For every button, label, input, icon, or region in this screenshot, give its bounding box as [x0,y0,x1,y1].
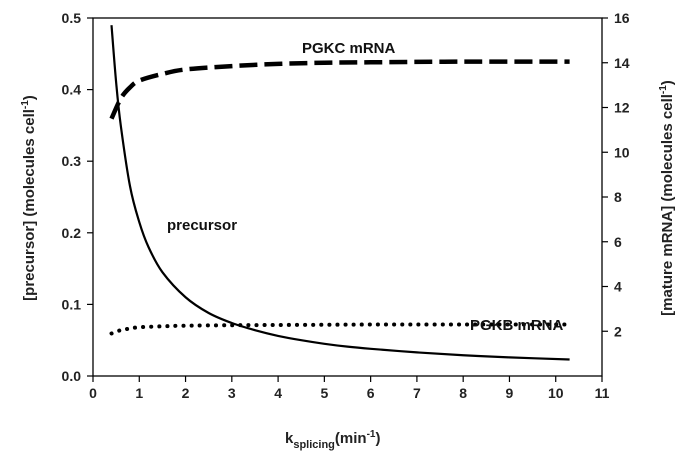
x-axis-title-unit: (min [335,430,367,447]
right-y-tick-label: 12 [614,100,630,116]
series-line-precursor [110,25,570,361]
annotation-precursor: precursor [167,217,237,234]
x-tick-label: 7 [413,385,421,401]
right-y-tick-label: 8 [614,189,622,205]
left-y-axis-title-main: [precursor] (molecules cell [21,109,38,301]
right-y-axis-title-superscript: -1 [658,85,669,94]
left-y-tick-label: 0.4 [62,82,82,98]
x-tick-label: 9 [506,385,514,401]
x-tick-label: 1 [135,385,143,401]
left-y-tick-label: 0.2 [62,225,82,241]
series-line-pgkb-mrna [109,322,572,336]
x-axis-ticks: 0 1 2 3 4 5 6 7 8 9 10 11 [89,376,610,401]
left-y-tick-label: 0.0 [62,368,82,384]
x-tick-label: 2 [182,385,190,401]
left-y-axis-title: [precursor] (molecules cell-1) [20,95,38,301]
right-y-tick-label: 14 [614,55,630,71]
x-axis-title-main: k [285,430,294,447]
x-axis-title-unit-close: ) [375,430,380,447]
x-tick-label: 8 [459,385,467,401]
x-tick-label: 4 [274,385,282,401]
left-y-axis-title-superscript: -1 [20,100,31,109]
series-layer [109,25,572,361]
x-tick-label: 10 [548,385,564,401]
left-y-axis-ticks: 0.0 0.1 0.2 0.3 0.4 0.5 [62,10,93,384]
right-y-tick-label: 2 [614,323,622,339]
right-y-axis-title-main: [mature mRNA] (molecules cell [659,94,676,316]
right-y-axis-ticks: 2 4 6 8 10 12 14 16 [602,10,630,339]
annotation-pgkc-mrna: PGKC mRNA [302,40,396,57]
right-y-tick-label: 16 [614,10,630,26]
series-line-pgkc-mrna [109,59,570,120]
x-tick-label: 0 [89,385,97,401]
x-tick-label: 5 [320,385,328,401]
x-tick-label: 3 [228,385,236,401]
left-y-tick-label: 0.1 [62,296,82,312]
left-y-axis-title-close: ) [21,95,38,100]
x-axis-title: ksplicing(min-1) [285,429,380,451]
right-y-tick-label: 10 [614,144,630,160]
left-y-tick-label: 0.3 [62,153,82,169]
right-y-tick-label: 6 [614,234,622,250]
right-y-axis-title: [mature mRNA] (molecules cell-1) [658,80,676,316]
left-y-tick-label: 0.5 [62,10,82,26]
right-y-axis-title-close: ) [659,80,676,85]
x-tick-label: 11 [595,385,610,401]
x-axis-title-subscript: splicing [293,439,335,451]
annotation-pgkb-mrna: PGKB mRNA [470,317,564,334]
x-axis-title-unit-superscript: -1 [367,429,376,440]
x-tick-label: 6 [367,385,375,401]
right-y-tick-label: 4 [614,279,622,295]
